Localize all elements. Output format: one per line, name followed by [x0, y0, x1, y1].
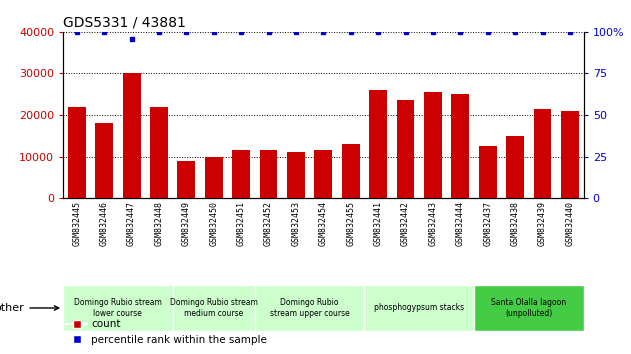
Text: GSM832437: GSM832437: [483, 201, 492, 246]
Text: GSM832454: GSM832454: [319, 201, 328, 246]
Bar: [260, 150, 278, 198]
Bar: [68, 107, 86, 198]
Bar: [287, 153, 305, 198]
Legend: count, percentile rank within the sample: count, percentile rank within the sample: [62, 315, 271, 349]
Text: GSM832443: GSM832443: [428, 201, 437, 246]
Text: GSM832439: GSM832439: [538, 201, 547, 246]
Text: GSM832453: GSM832453: [292, 201, 300, 246]
Bar: [63, 285, 173, 331]
Bar: [506, 136, 524, 198]
Bar: [205, 156, 223, 198]
Text: GSM832451: GSM832451: [237, 201, 245, 246]
Text: phosphogypsum stacks: phosphogypsum stacks: [374, 303, 464, 313]
Bar: [561, 111, 579, 198]
Text: GSM832445: GSM832445: [73, 201, 81, 246]
Bar: [255, 285, 365, 331]
Text: GSM832450: GSM832450: [209, 201, 218, 246]
Text: GSM832438: GSM832438: [510, 201, 520, 246]
Bar: [534, 109, 551, 198]
Text: GSM832447: GSM832447: [127, 201, 136, 246]
Text: GSM832452: GSM832452: [264, 201, 273, 246]
Text: GSM832449: GSM832449: [182, 201, 191, 246]
Bar: [95, 124, 113, 198]
Bar: [397, 101, 415, 198]
Bar: [173, 285, 255, 331]
Bar: [424, 92, 442, 198]
Bar: [177, 161, 196, 198]
Text: GSM832440: GSM832440: [565, 201, 574, 246]
Bar: [451, 94, 469, 198]
Text: Domingo Rubio stream
lower course: Domingo Rubio stream lower course: [74, 298, 162, 318]
Text: GSM832444: GSM832444: [456, 201, 465, 246]
Bar: [150, 107, 168, 198]
Text: Santa Olalla lagoon
(unpolluted): Santa Olalla lagoon (unpolluted): [492, 298, 567, 318]
Bar: [342, 144, 360, 198]
Text: GDS5331 / 43881: GDS5331 / 43881: [63, 15, 186, 29]
Text: GSM832441: GSM832441: [374, 201, 382, 246]
Bar: [314, 150, 333, 198]
Text: Domingo Rubio
stream upper course: Domingo Rubio stream upper course: [270, 298, 350, 318]
Bar: [479, 146, 497, 198]
Bar: [122, 74, 141, 198]
Text: GSM832446: GSM832446: [100, 201, 109, 246]
Text: Domingo Rubio stream
medium course: Domingo Rubio stream medium course: [170, 298, 257, 318]
Bar: [365, 285, 474, 331]
Text: GSM832442: GSM832442: [401, 201, 410, 246]
Text: GSM832455: GSM832455: [346, 201, 355, 246]
Text: other: other: [0, 303, 59, 313]
Bar: [232, 150, 250, 198]
Bar: [369, 90, 387, 198]
Text: GSM832448: GSM832448: [155, 201, 163, 246]
Bar: [474, 285, 584, 331]
